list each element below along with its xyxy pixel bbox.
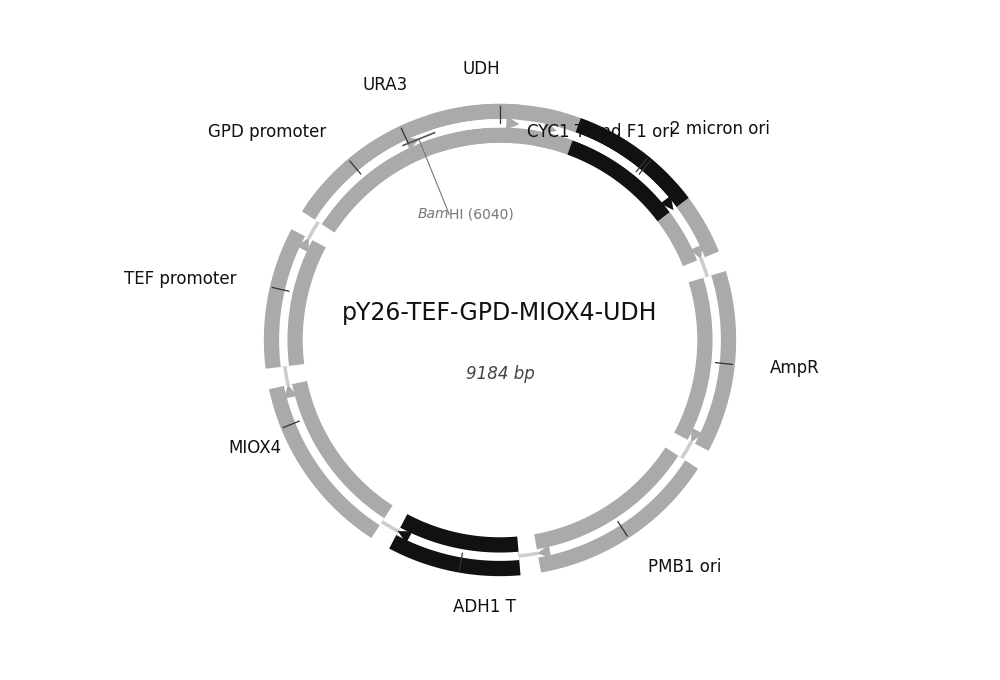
Text: CYC1 T and F1 ori: CYC1 T and F1 ori: [527, 124, 674, 141]
Text: 9184 bp: 9184 bp: [466, 365, 534, 383]
Text: URA3: URA3: [363, 76, 408, 95]
Text: TEF promoter: TEF promoter: [124, 270, 236, 288]
Text: HI (6040): HI (6040): [449, 207, 514, 222]
Text: GPD promoter: GPD promoter: [208, 124, 326, 141]
Text: 2 micron ori: 2 micron ori: [670, 120, 770, 139]
Text: MIOX4: MIOX4: [229, 439, 282, 457]
Text: ADH1 T: ADH1 T: [453, 598, 516, 616]
Text: pY26-TEF-GPD-MIOX4-UDH: pY26-TEF-GPD-MIOX4-UDH: [342, 301, 658, 325]
Text: AmpR: AmpR: [769, 359, 819, 377]
Text: PMB1 ori: PMB1 ori: [648, 558, 721, 576]
Text: Bam: Bam: [418, 207, 449, 222]
Text: UDH: UDH: [462, 60, 500, 78]
